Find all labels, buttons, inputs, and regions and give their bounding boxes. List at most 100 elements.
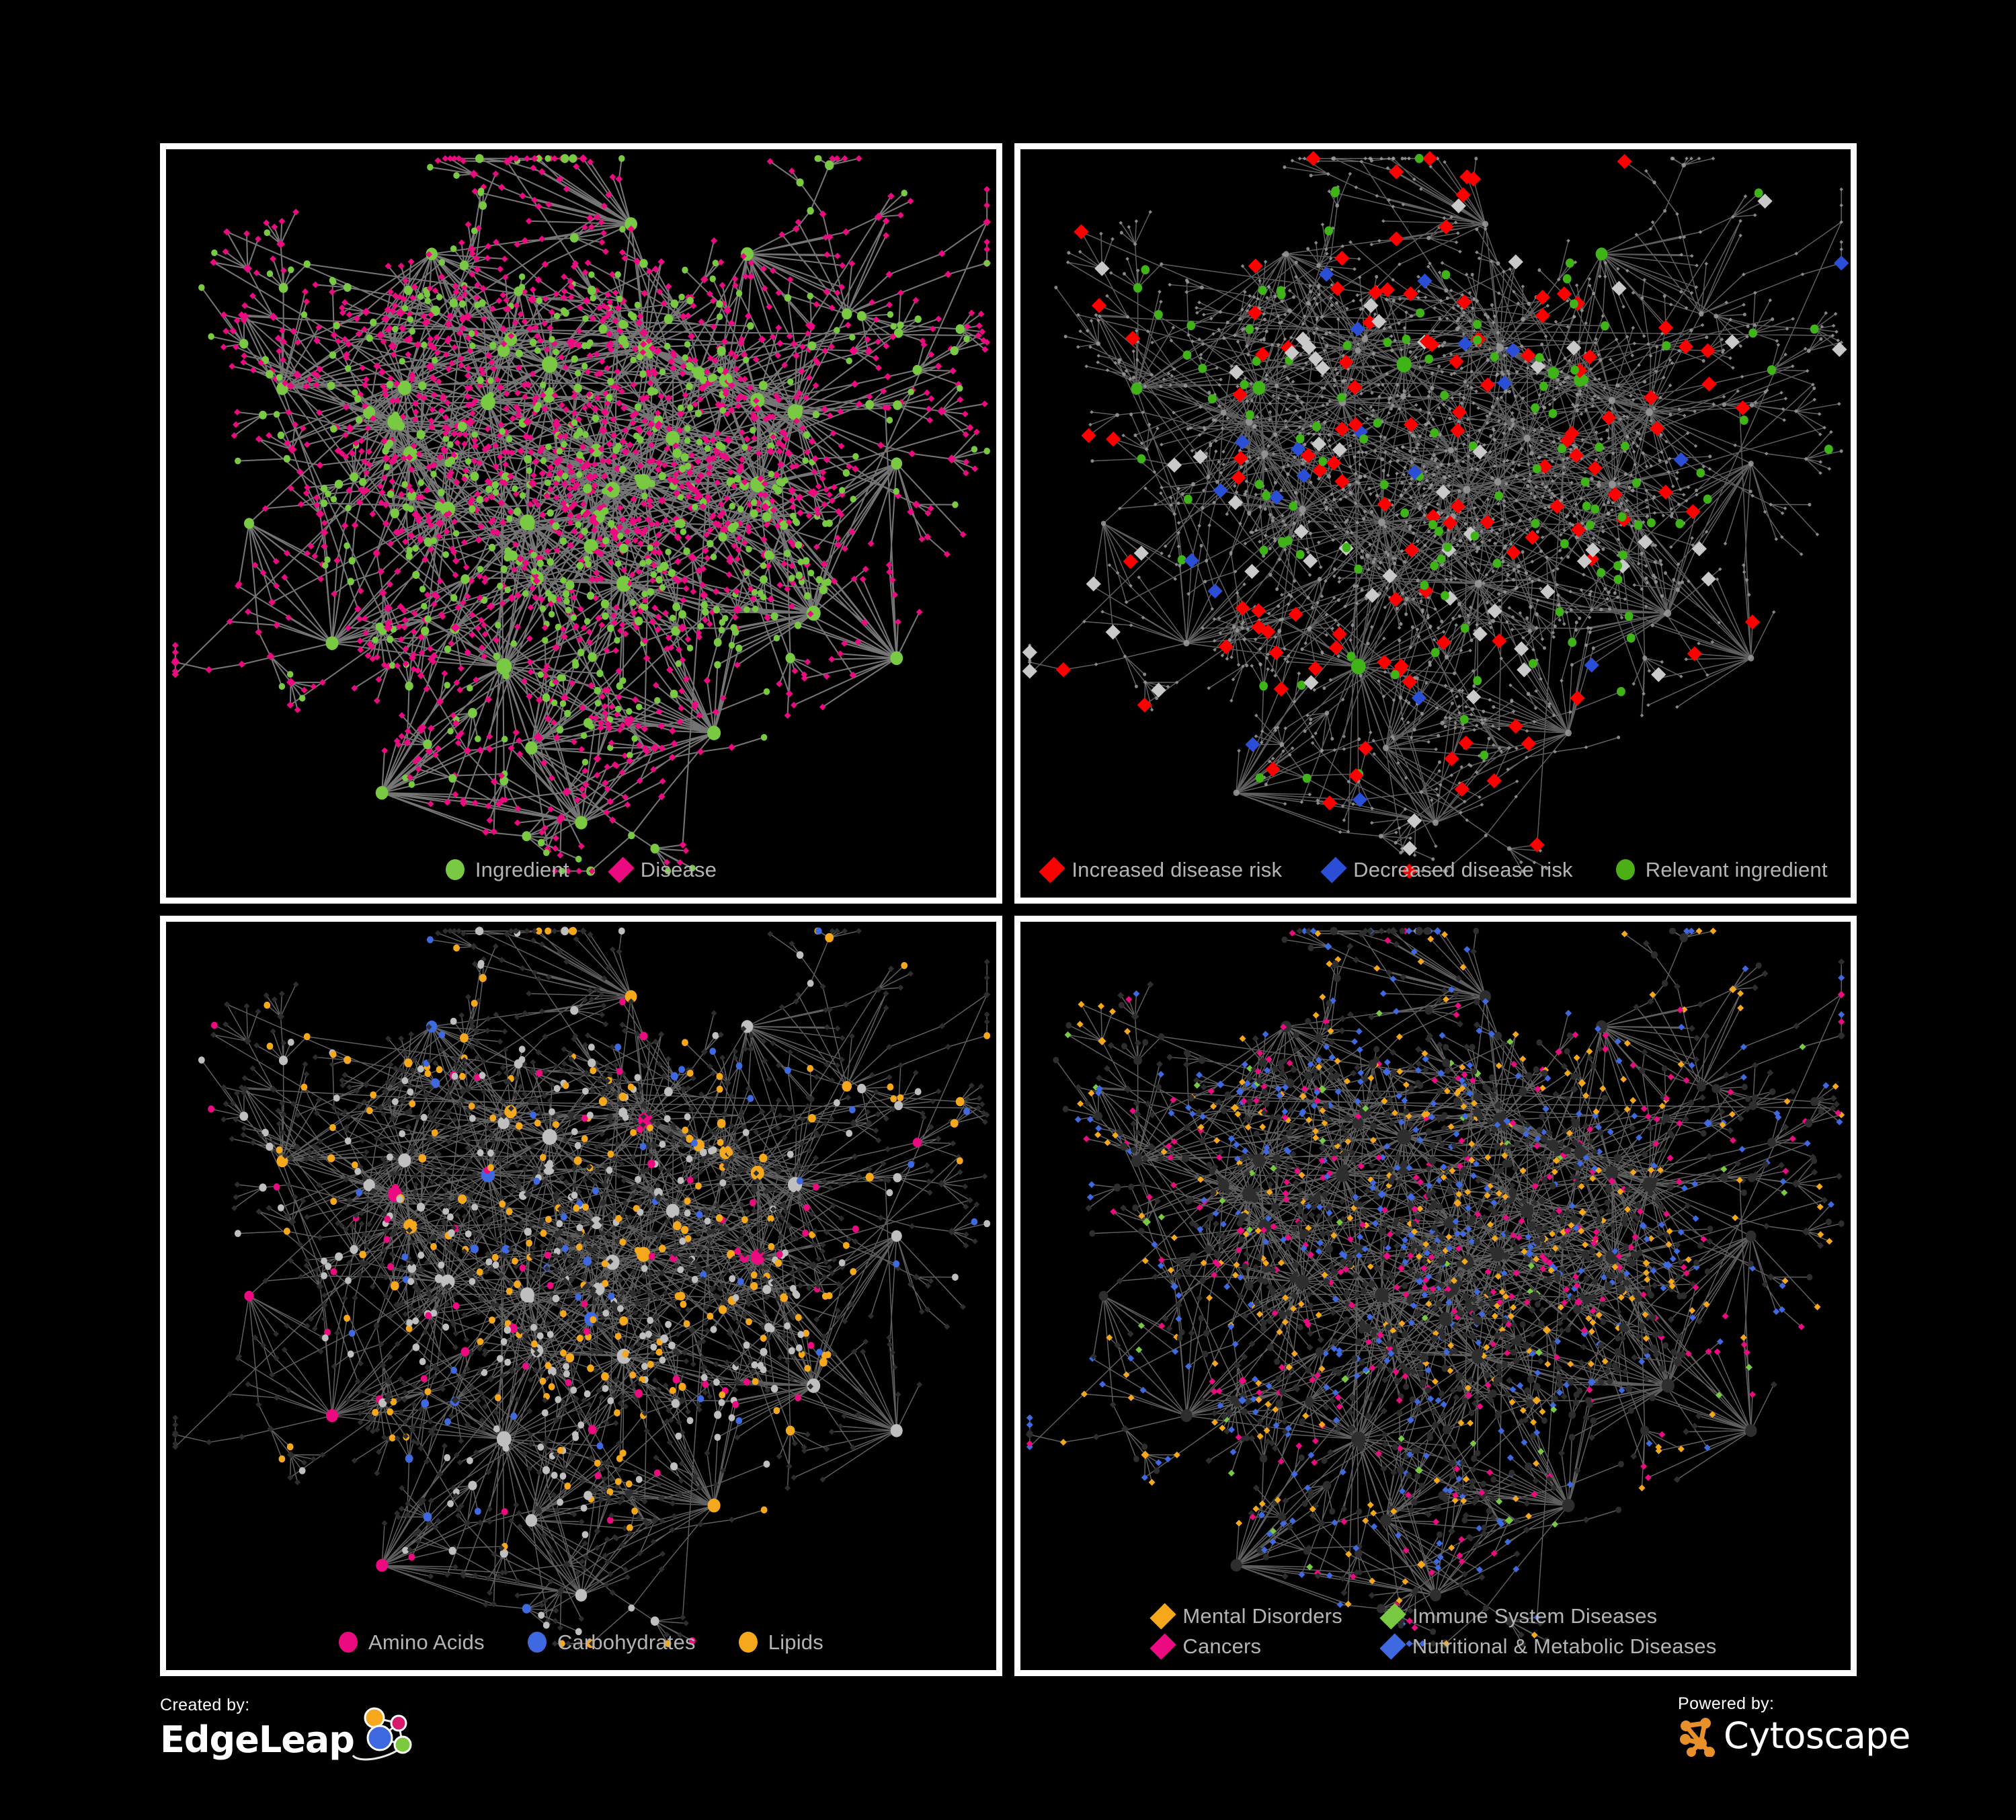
network-node-disease[interactable]: [1074, 224, 1089, 239]
network-node-disease[interactable]: [341, 299, 348, 306]
network-node-disease[interactable]: [789, 504, 797, 511]
network-node-disease[interactable]: [740, 253, 747, 260]
network-node-ingredient[interactable]: [1478, 580, 1482, 584]
network-node-ingredient[interactable]: [658, 472, 666, 481]
network-node-disease[interactable]: [430, 375, 438, 383]
network-node-disease[interactable]: [417, 633, 425, 641]
network-node-ingredient[interactable]: [773, 635, 780, 642]
network-node-ingredient[interactable]: [471, 227, 478, 235]
network-node-disease[interactable]: [714, 520, 723, 529]
network-node-disease[interactable]: [317, 1138, 323, 1145]
network-node-disease[interactable]: [897, 1062, 904, 1068]
network-node-ingredient[interactable]: [1350, 658, 1366, 675]
network-node-disease[interactable]: [608, 816, 616, 824]
network-node-disease[interactable]: [1315, 326, 1320, 331]
network-node-disease[interactable]: [464, 592, 471, 600]
network-node-disease[interactable]: [1562, 380, 1566, 385]
network-node-disease[interactable]: [1247, 305, 1262, 321]
network-node-disease[interactable]: [1701, 377, 1717, 392]
network-node-ingredient[interactable]: [1468, 441, 1478, 451]
network-node-disease[interactable]: [1414, 403, 1418, 407]
network-node-ingredient[interactable]: [1535, 612, 1539, 617]
network-node-ingredient[interactable]: [894, 1101, 903, 1111]
network-node-ingredient[interactable]: [1400, 508, 1410, 518]
network-node-ingredient[interactable]: [1590, 477, 1594, 481]
network-node-ingredient[interactable]: [1569, 299, 1578, 309]
network-node-disease[interactable]: [1097, 314, 1102, 319]
network-node-disease[interactable]: [1396, 760, 1400, 765]
network-node-disease[interactable]: [1638, 437, 1642, 441]
network-node-disease[interactable]: [908, 450, 916, 458]
network-node-ingredient[interactable]: [1543, 405, 1547, 409]
network-node-ingredient[interactable]: [303, 260, 311, 268]
network-node-ingredient[interactable]: [467, 684, 473, 692]
network-node-disease[interactable]: [463, 1337, 470, 1343]
network-node-disease[interactable]: [1519, 446, 1524, 451]
network-node-ingredient[interactable]: [783, 549, 791, 557]
network-node-disease[interactable]: [1432, 637, 1437, 642]
network-node-disease[interactable]: [633, 257, 641, 266]
network-node-disease[interactable]: [1106, 431, 1121, 447]
network-node-disease[interactable]: [1345, 307, 1349, 311]
network-node-ingredient[interactable]: [477, 189, 484, 196]
network-node-disease[interactable]: [773, 471, 780, 479]
network-node-disease[interactable]: [1384, 297, 1389, 302]
network-node-disease[interactable]: [593, 754, 602, 763]
network-node-ingredient[interactable]: [1444, 654, 1449, 660]
network-node-ingredient[interactable]: [1303, 442, 1307, 446]
network-node-disease[interactable]: [662, 609, 670, 617]
network-node-disease[interactable]: [830, 1202, 837, 1209]
network-node-disease[interactable]: [484, 426, 491, 433]
network-node-disease[interactable]: [618, 768, 626, 776]
network-node-ingredient[interactable]: [583, 718, 593, 728]
network-node-disease[interactable]: [558, 354, 565, 361]
network-node-disease[interactable]: [1694, 285, 1699, 289]
network-node-disease[interactable]: [1752, 213, 1757, 217]
network-node-disease[interactable]: [399, 1300, 405, 1306]
network-node-ingredient[interactable]: [1650, 623, 1654, 627]
network-node-ingredient[interactable]: [606, 394, 613, 402]
network-node-ingredient[interactable]: [1552, 440, 1556, 444]
network-node-disease[interactable]: [1340, 804, 1345, 808]
network-node-ingredient[interactable]: [594, 699, 602, 707]
network-node-ingredient[interactable]: [1752, 323, 1757, 327]
network-node-ingredient[interactable]: [1462, 395, 1465, 400]
network-node-ingredient[interactable]: [971, 446, 978, 453]
network-node-disease[interactable]: [1530, 559, 1535, 564]
network-node-ingredient[interactable]: [602, 487, 608, 495]
network-node-ingredient[interactable]: [1646, 514, 1650, 518]
network-node-disease[interactable]: [1355, 584, 1360, 588]
network-node-disease[interactable]: [1658, 320, 1674, 335]
network-node-ingredient[interactable]: [825, 519, 833, 527]
network-node-ingredient[interactable]: [682, 266, 688, 274]
network-node-disease[interactable]: [1408, 836, 1412, 840]
network-node-ingredient[interactable]: [1457, 489, 1461, 493]
network-node-ingredient[interactable]: [1254, 479, 1264, 489]
network-node-disease[interactable]: [352, 1294, 358, 1301]
network-node-ingredient[interactable]: [637, 436, 644, 444]
network-node-ingredient[interactable]: [547, 558, 554, 566]
network-node-disease[interactable]: [1560, 678, 1564, 683]
network-node-ingredient[interactable]: [1129, 412, 1133, 416]
network-node-disease[interactable]: [826, 1264, 833, 1271]
network-node-ingredient[interactable]: [1531, 403, 1540, 413]
network-node-disease[interactable]: [1330, 626, 1335, 631]
network-node-ingredient[interactable]: [571, 419, 578, 426]
network-node-ingredient[interactable]: [1096, 341, 1101, 346]
network-node-disease[interactable]: [741, 478, 749, 486]
network-node-disease[interactable]: [1293, 455, 1297, 459]
network-node-ingredient[interactable]: [719, 407, 727, 414]
network-node-disease[interactable]: [864, 335, 871, 343]
network-node-ingredient[interactable]: [198, 284, 205, 291]
network-node-ingredient[interactable]: [1613, 561, 1623, 571]
network-node-disease[interactable]: [450, 623, 460, 633]
network-node-ingredient[interactable]: [1252, 381, 1266, 395]
network-node-disease[interactable]: [1174, 562, 1179, 567]
network-node-ingredient[interactable]: [696, 438, 703, 446]
network-node-disease[interactable]: [234, 1181, 241, 1188]
network-node-disease[interactable]: [205, 666, 213, 674]
network-node-ingredient[interactable]: [325, 636, 339, 650]
network-node-disease[interactable]: [534, 276, 542, 284]
network-node-disease[interactable]: [1724, 334, 1740, 350]
network-node-disease[interactable]: [1324, 498, 1328, 502]
